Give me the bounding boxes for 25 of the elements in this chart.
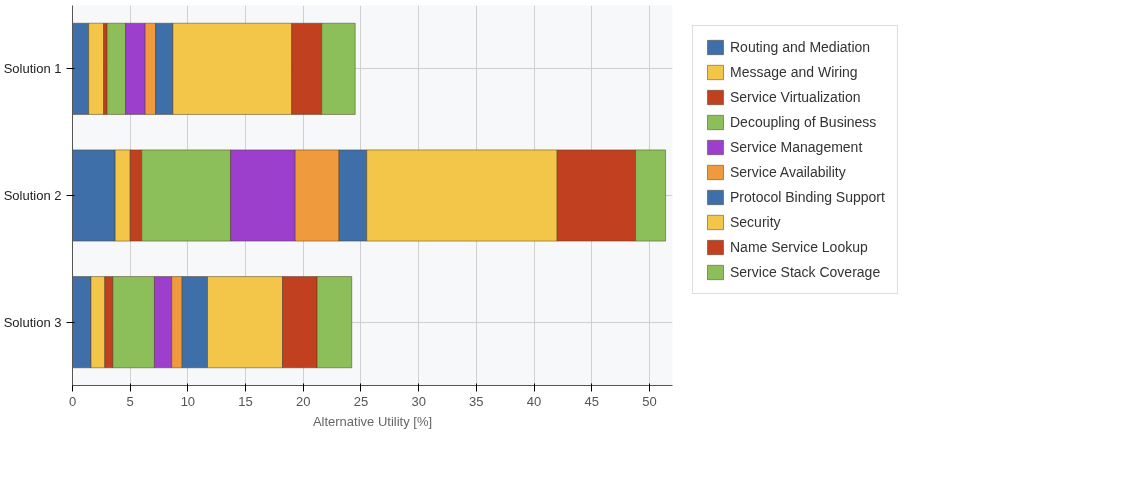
x-tick-label: 5 — [126, 393, 134, 409]
legend-label: Security — [730, 214, 781, 230]
legend-label: Name Service Lookup — [730, 239, 868, 255]
y-tick-label: Solution 3 — [3, 314, 62, 330]
legend-label: Service Availability — [730, 164, 846, 180]
x-tick-label: 0 — [68, 393, 77, 409]
x-tick-label: 25 — [353, 393, 369, 409]
legend-label: Protocol Binding Support — [730, 189, 885, 205]
x-tick-label: 20 — [296, 393, 311, 409]
legend-label: Service Virtualization — [730, 89, 861, 105]
y-tick-label: Solution 2 — [3, 188, 62, 203]
legend-label: Service Stack Coverage — [730, 264, 881, 280]
x-tick-label: 10 — [180, 393, 196, 409]
x-axis-title: Alternative Utility [%] — [312, 413, 433, 429]
legend-label: Service Management — [730, 139, 863, 155]
x-tick-label: 30 — [411, 393, 426, 409]
x-tick-label: 45 — [584, 393, 599, 409]
legend-label: Routing and Mediation — [730, 39, 871, 55]
legend-label: Decoupling of Business — [730, 114, 877, 130]
legend-label: Message and Wiring — [730, 64, 858, 80]
x-tick-label: 35 — [469, 393, 484, 409]
x-tick-label: 40 — [526, 393, 542, 409]
y-tick-label: Solution 1 — [3, 61, 62, 77]
x-tick-label: 50 — [642, 393, 657, 409]
x-tick-label: 15 — [238, 393, 253, 409]
